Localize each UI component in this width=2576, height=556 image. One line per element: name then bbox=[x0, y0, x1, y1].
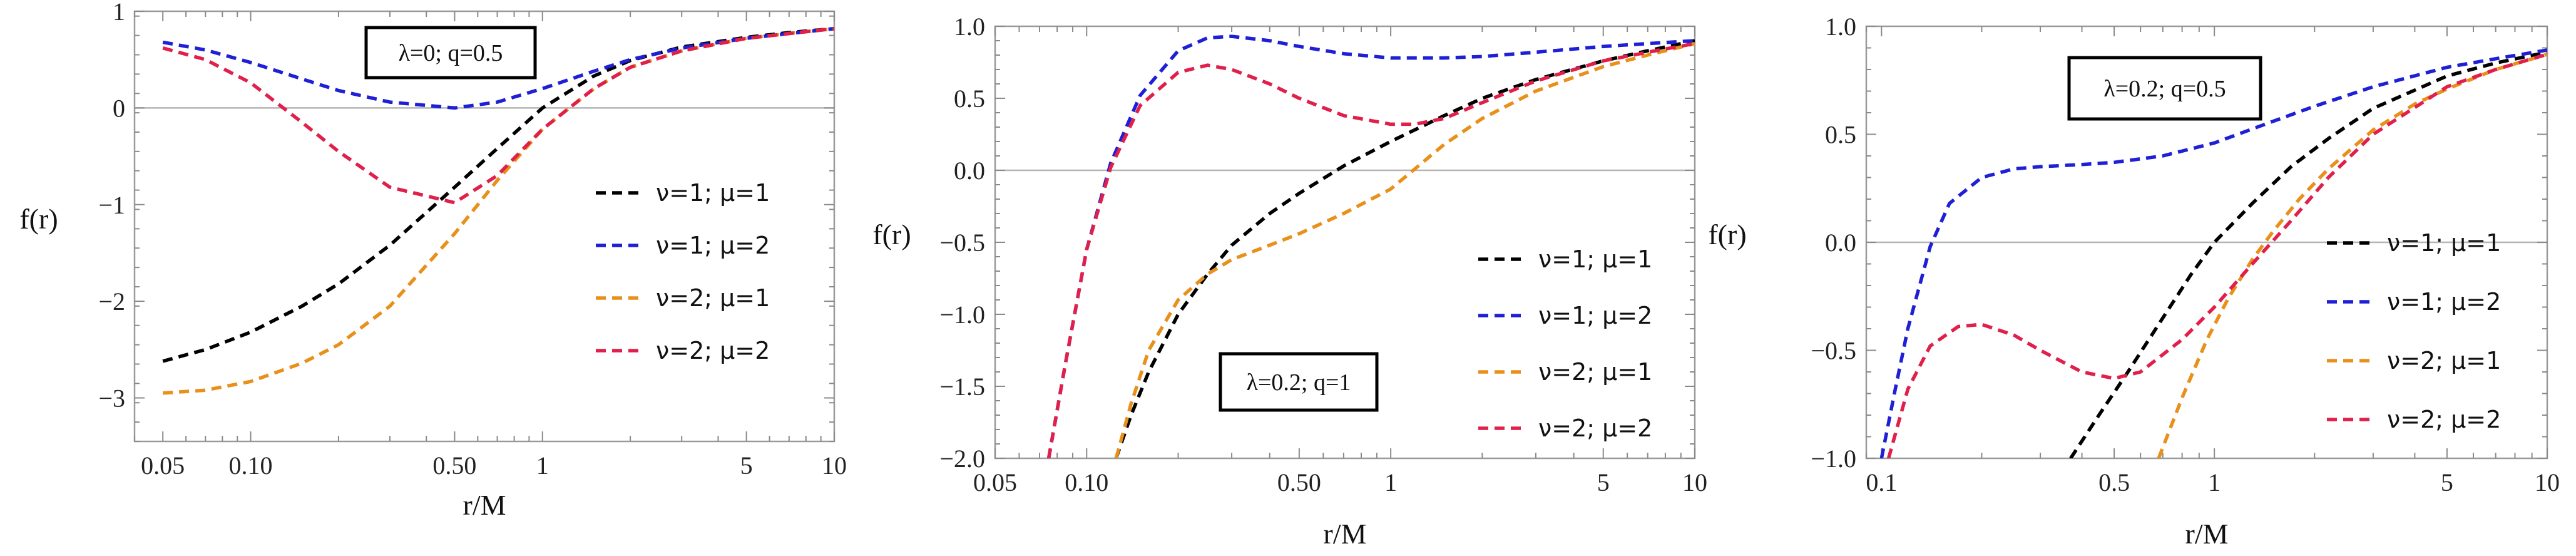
x-tick-label: 1 bbox=[1384, 468, 1397, 497]
legend-label: ν=1; μ=2 bbox=[656, 232, 770, 259]
y-axis-label: f(r) bbox=[19, 203, 58, 235]
y-axis-label: f(r) bbox=[1708, 219, 1746, 250]
x-tick-label: 0.5 bbox=[2098, 468, 2130, 497]
legend-label: ν=1; μ=2 bbox=[1538, 302, 1652, 329]
y-tick-label: 1.0 bbox=[1825, 13, 1856, 41]
legend-label: ν=1; μ=1 bbox=[2387, 229, 2501, 257]
series-line-3 bbox=[1114, 41, 1695, 458]
legend-label: ν=2; μ=2 bbox=[2387, 406, 2501, 433]
y-tick-label: 0.5 bbox=[954, 85, 985, 113]
legend-label: ν=1; μ=1 bbox=[656, 179, 770, 207]
x-tick-label: 5 bbox=[1597, 468, 1610, 497]
x-axis-label: r/M bbox=[2185, 518, 2229, 550]
series-line-2 bbox=[1046, 34, 1695, 458]
x-tick-label: 0.1 bbox=[1866, 468, 1897, 497]
y-tick-label: 1 bbox=[113, 0, 125, 26]
y-tick-label: 1.0 bbox=[954, 13, 985, 41]
x-axis-label: r/M bbox=[1324, 518, 1367, 550]
legend-label: ν=2; μ=2 bbox=[1538, 414, 1652, 442]
y-tick-label: −1.0 bbox=[1811, 445, 1856, 473]
x-tick-label: 5 bbox=[740, 451, 753, 480]
y-tick-label: 0.0 bbox=[1825, 229, 1856, 257]
x-tick-label: 1 bbox=[536, 451, 549, 480]
series-line-1 bbox=[1114, 39, 1695, 458]
legend-label: ν=2; μ=1 bbox=[1538, 358, 1652, 386]
x-tick-label: 0.05 bbox=[141, 451, 185, 480]
y-tick-label: −1 bbox=[98, 191, 125, 219]
annotation-label: λ=0.2; q=0.5 bbox=[2103, 76, 2226, 102]
series-line-2 bbox=[1879, 48, 2547, 458]
y-tick-label: −2.0 bbox=[939, 445, 985, 473]
x-tick-label: 5 bbox=[2441, 468, 2453, 497]
y-tick-label: −0.5 bbox=[939, 229, 985, 257]
series-line-4 bbox=[1046, 41, 1695, 458]
y-tick-label: 0.0 bbox=[954, 157, 985, 185]
y-tick-label: 0 bbox=[113, 94, 125, 122]
y-tick-label: −3 bbox=[98, 384, 125, 413]
legend-label: ν=1; μ=2 bbox=[2387, 288, 2501, 316]
x-tick-label: 0.10 bbox=[1065, 468, 1108, 497]
series-line-4 bbox=[1886, 53, 2547, 458]
series-line-3 bbox=[2157, 53, 2547, 458]
legend-label: ν=2; μ=2 bbox=[656, 337, 770, 364]
legend-label: ν=2; μ=1 bbox=[2387, 347, 2501, 374]
x-tick-label: 10 bbox=[2535, 468, 2560, 497]
y-tick-label: −0.5 bbox=[1811, 337, 1856, 365]
y-tick-label: 0.5 bbox=[1825, 121, 1856, 149]
x-tick-label: 1 bbox=[2208, 468, 2221, 497]
annotation-label: λ=0; q=0.5 bbox=[399, 40, 503, 66]
x-tick-label: 0.05 bbox=[973, 468, 1017, 497]
x-tick-label: 0.50 bbox=[432, 451, 476, 480]
y-axis-label: f(r) bbox=[872, 219, 911, 250]
x-axis-label: r/M bbox=[463, 489, 506, 521]
x-tick-label: 0.10 bbox=[229, 451, 273, 480]
annotation-label: λ=0.2; q=1 bbox=[1247, 369, 1351, 396]
annotation-box bbox=[1219, 352, 1379, 412]
legend-label: ν=1; μ=1 bbox=[1538, 245, 1652, 273]
y-tick-label: −1.0 bbox=[939, 301, 985, 329]
series-line-4 bbox=[162, 27, 834, 205]
plot-frame bbox=[133, 10, 836, 443]
legend-label: ν=2; μ=1 bbox=[656, 284, 770, 312]
annotation-box bbox=[2067, 56, 2262, 121]
x-tick-label: 10 bbox=[822, 451, 847, 480]
x-tick-label: 10 bbox=[1682, 468, 1707, 497]
x-tick-label: 0.50 bbox=[1277, 468, 1321, 497]
annotation-box bbox=[364, 26, 537, 80]
y-tick-label: −1.5 bbox=[939, 373, 985, 401]
y-tick-label: −2 bbox=[98, 287, 125, 316]
series-line-1 bbox=[2069, 50, 2547, 458]
